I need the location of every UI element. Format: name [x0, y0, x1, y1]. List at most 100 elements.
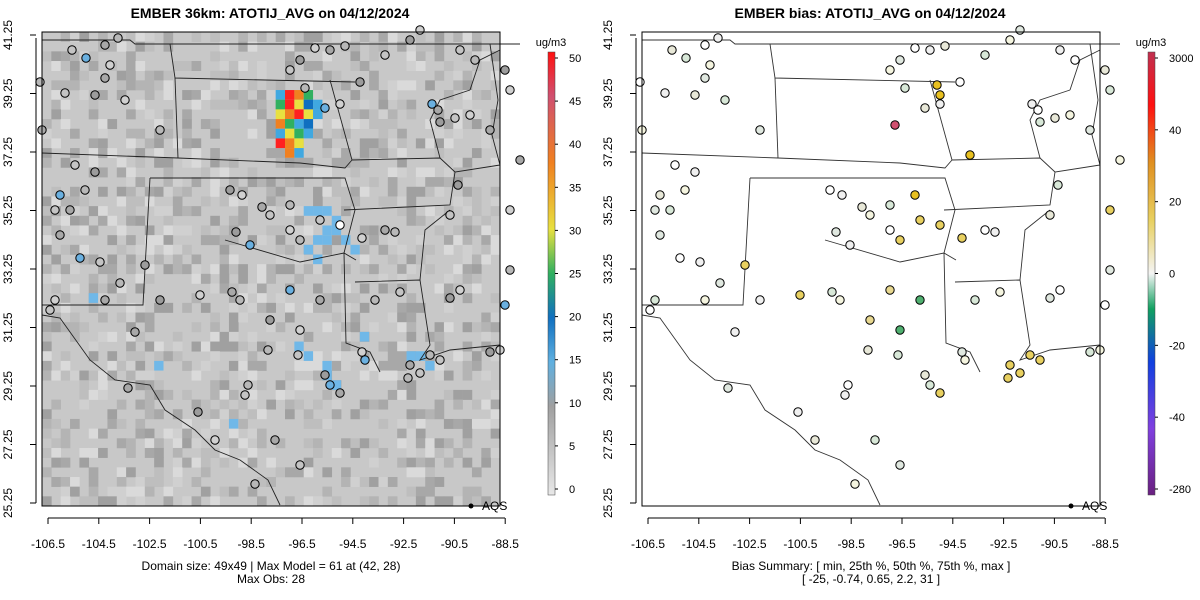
aqs-site-marker: [837, 190, 847, 200]
grid-cell: [481, 399, 491, 410]
grid-cell: [247, 177, 258, 188]
aqs-site-marker: [465, 110, 475, 120]
grid-cell: [126, 312, 136, 323]
x-tick-label: -98.5: [238, 537, 266, 551]
grid-cell: [126, 341, 136, 352]
grid-cell: [182, 428, 192, 439]
grid-cell: [247, 109, 258, 120]
grid-cell: [331, 351, 342, 362]
grid-cell: [126, 370, 136, 381]
grid-cell: [210, 167, 220, 178]
grid-cell: [154, 138, 164, 149]
grid-cell: [387, 254, 398, 265]
grid-cell: [453, 109, 463, 120]
grid-cell: [116, 293, 127, 304]
grid-cell: [462, 322, 473, 333]
aqs-site-marker: [433, 105, 443, 115]
aqs-site-marker: [445, 293, 455, 303]
grid-cell: [313, 119, 323, 130]
aqs-site-marker: [740, 260, 750, 270]
grid-cell: [219, 486, 230, 497]
grid-cell: [406, 428, 417, 439]
grid-cell: [116, 167, 127, 178]
grid-cell: [481, 322, 491, 333]
grid-cell: [88, 99, 99, 110]
grid-cell: [331, 177, 342, 188]
aqs-site-marker: [755, 295, 765, 305]
aqs-site-marker: [285, 225, 295, 235]
grid-cell: [397, 273, 407, 284]
grid-cell: [210, 380, 220, 391]
grid-cell: [210, 186, 220, 197]
aqs-site-marker: [935, 99, 945, 109]
grid-cell: [98, 215, 108, 226]
grid-cell: [406, 215, 417, 226]
grid-cell: [462, 273, 473, 284]
colorbar-tick-label: 35: [569, 182, 581, 194]
aqs-site-marker: [285, 200, 295, 210]
grid-cell: [200, 428, 211, 439]
grid-cell: [126, 51, 136, 62]
grid-cell: [126, 70, 136, 81]
aqs-site-marker: [885, 285, 895, 295]
grid-cell: [406, 254, 417, 265]
grid-cell: [88, 109, 99, 120]
grid-cell: [238, 351, 248, 362]
grid-cell: [219, 41, 230, 52]
aqs-site-marker: [850, 479, 860, 489]
aqs-site-marker: [380, 50, 390, 60]
grid-cell: [341, 360, 351, 371]
grid-cell: [275, 90, 286, 100]
grid-cell: [285, 467, 295, 478]
grid-cell: [397, 438, 407, 449]
grid-cell: [350, 322, 361, 333]
grid-cell: [70, 322, 80, 333]
grid-cell: [42, 351, 52, 362]
colorbar-ramp: [1147, 51, 1156, 496]
grid-cell: [462, 225, 473, 236]
aqs-site-marker: [680, 185, 690, 195]
grid-cell: [144, 225, 155, 236]
aqs-site-marker: [793, 407, 803, 417]
grid-cell: [228, 90, 239, 101]
grid-cell: [219, 225, 230, 236]
grid-cell: [397, 428, 407, 439]
grid-cell: [406, 457, 417, 468]
grid-cell: [425, 438, 435, 449]
aqs-site-marker: [325, 45, 335, 55]
aqs-site-marker: [723, 383, 733, 393]
grid-cell: [79, 457, 90, 468]
grid-cell: [434, 148, 445, 159]
grid-cell: [191, 322, 202, 333]
grid-cell: [51, 90, 61, 101]
grid-cell: [359, 302, 370, 313]
grid-cell: [88, 254, 99, 265]
aqs-site-marker: [700, 295, 710, 305]
grid-cell: [369, 148, 379, 159]
grid-cell: [341, 264, 351, 275]
grid-cell: [406, 206, 417, 217]
grid-cell: [256, 90, 267, 101]
x-tick-label: -106.5: [31, 537, 65, 551]
grid-cell: [453, 119, 463, 130]
grid-cell: [406, 447, 417, 458]
aqs-site-marker: [250, 479, 260, 489]
model-map: -106.5 -104.5 -102.5 -100.5 -98.5 -96.5 -94.5 -…: [1, 20, 581, 551]
state-border: [1069, 49, 1101, 91]
grid-cell: [294, 399, 305, 410]
grid-cell: [471, 351, 482, 362]
grid-cell: [462, 428, 473, 439]
grid-cell: [51, 186, 61, 197]
grid-cell: [60, 302, 71, 313]
grid-cell: [191, 399, 202, 410]
grid-cell: [135, 476, 146, 487]
grid-cell: [107, 254, 118, 265]
grid-cell: [107, 409, 118, 420]
aqs-site-marker: [113, 33, 123, 43]
legend-marker: [1068, 503, 1074, 509]
grid-cell: [191, 341, 202, 352]
state-border: [42, 39, 520, 45]
grid-cell: [70, 61, 80, 71]
grid-cell: [285, 90, 295, 100]
grid-cell: [144, 322, 155, 333]
